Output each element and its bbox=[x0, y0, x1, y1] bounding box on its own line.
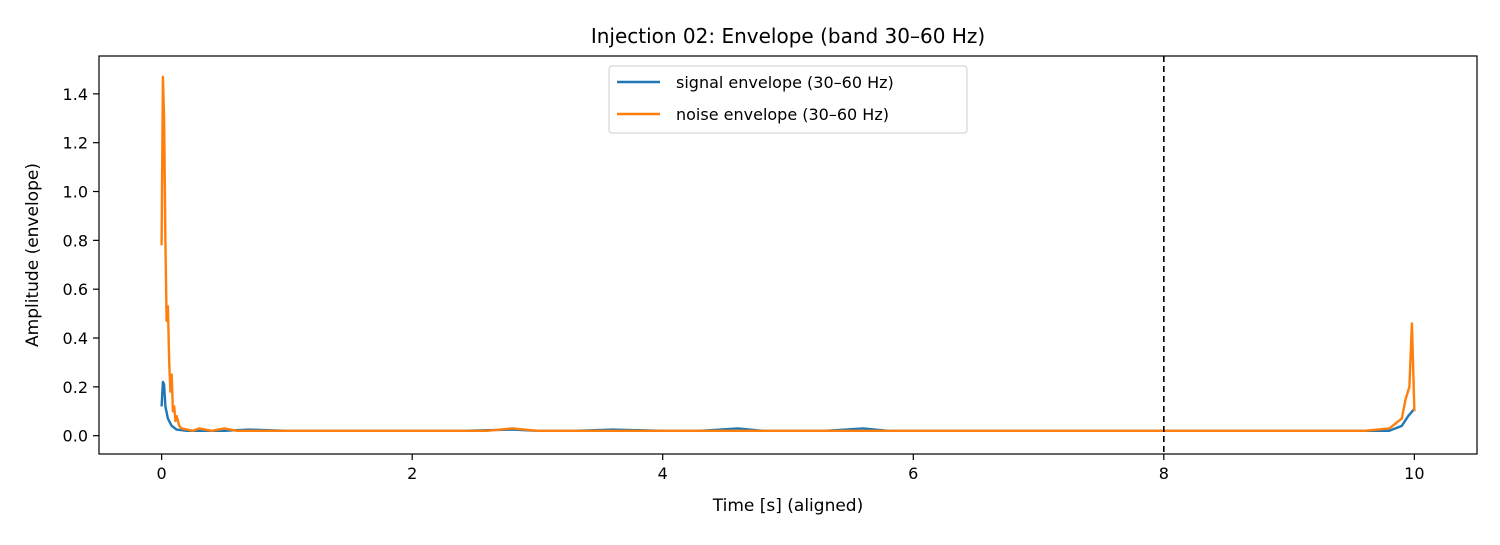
y-tick-label: 1.2 bbox=[63, 134, 88, 153]
y-tick-label: 1.0 bbox=[63, 183, 88, 202]
legend-box bbox=[608, 65, 968, 134]
y-tick-label: 0.8 bbox=[63, 231, 88, 250]
chart-title: Injection 02: Envelope (band 30–60 Hz) bbox=[591, 24, 985, 48]
x-tick-label: 0 bbox=[157, 464, 167, 483]
x-tick-label: 2 bbox=[407, 464, 417, 483]
x-tick-label: 8 bbox=[1159, 464, 1169, 483]
y-tick-label: 0.2 bbox=[63, 378, 88, 397]
legend-label-signal: signal envelope (30–60 Hz) bbox=[676, 73, 894, 92]
y-tick-label: 0.4 bbox=[63, 329, 88, 348]
y-axis-label: Amplitude (envelope) bbox=[23, 163, 43, 347]
y-tick-label: 0.0 bbox=[63, 427, 88, 446]
x-tick-label: 4 bbox=[658, 464, 668, 483]
y-tick-label: 0.6 bbox=[63, 280, 88, 299]
series-layer bbox=[160, 75, 1416, 432]
x-tick-label: 10 bbox=[1404, 464, 1424, 483]
x-axis: 0 2 4 6 8 10 bbox=[157, 454, 1425, 483]
legend-label-noise: noise envelope (30–60 Hz) bbox=[676, 105, 889, 124]
y-axis: 0.0 0.2 0.4 0.6 0.8 1.0 1.2 1.4 bbox=[63, 85, 99, 446]
y-tick-label: 1.4 bbox=[63, 85, 88, 104]
x-axis-label: Time [s] (aligned) bbox=[712, 496, 863, 516]
plot-area bbox=[98, 55, 1478, 455]
legend: signal envelope (30–60 Hz) noise envelop… bbox=[608, 65, 968, 134]
x-tick-label: 6 bbox=[908, 464, 918, 483]
series-line-noise bbox=[160, 75, 1416, 432]
axes-frame bbox=[98, 55, 1478, 455]
